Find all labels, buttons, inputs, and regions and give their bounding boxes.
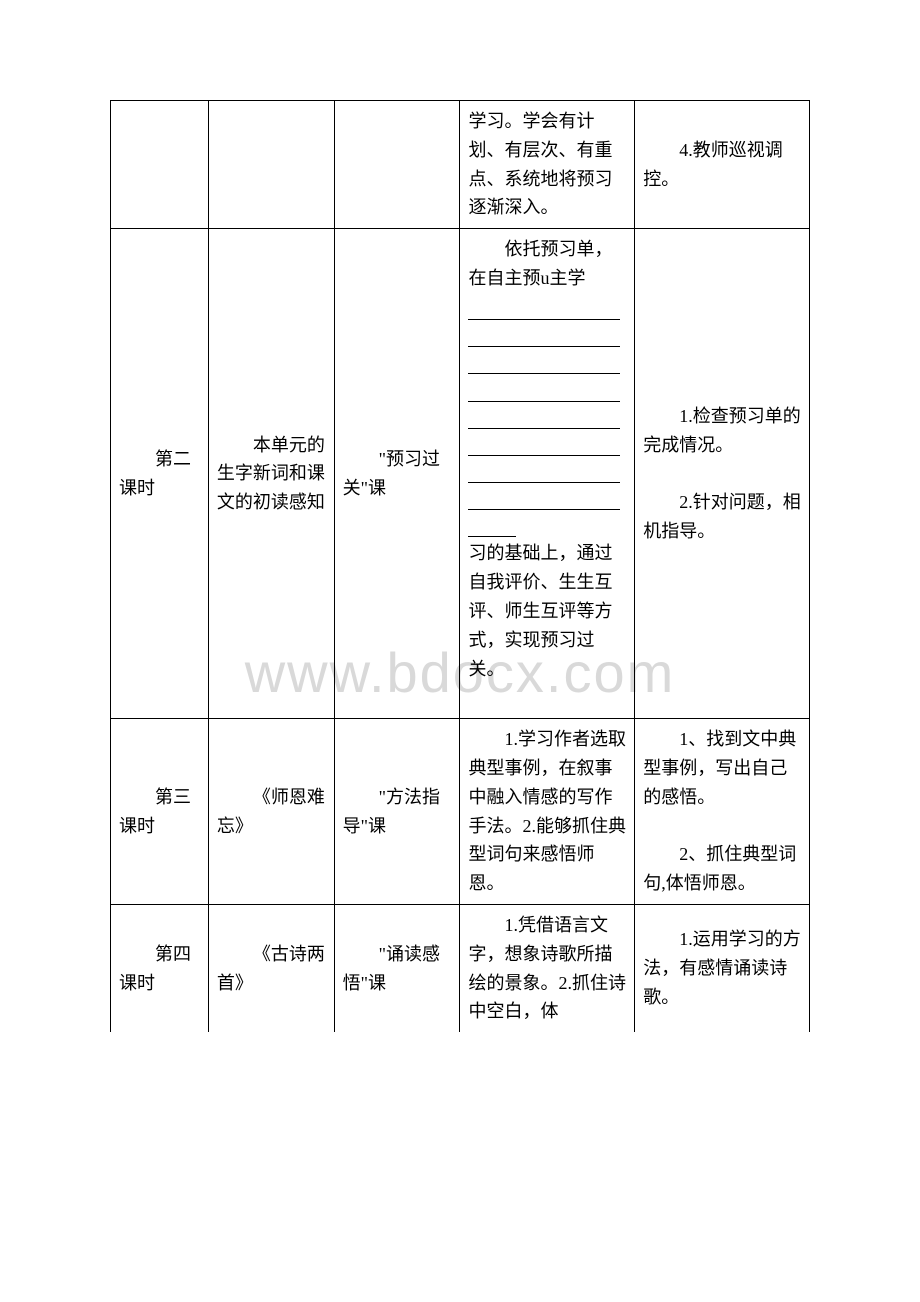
table-row: 第四课时 《古诗两首》 "诵读感悟"课 1.凭借语言文字，想象诗歌所描绘的景象。… <box>111 905 810 1033</box>
text: 学习。学会有计划、有层次、有重点、系统地将预习逐渐深入。 <box>468 107 626 222</box>
text: 1.运用学习的方法，有感情诵读诗歌。 <box>643 925 801 1011</box>
cell-goal: 学习。学会有计划、有层次、有重点、系统地将预习逐渐深入。 <box>460 101 635 229</box>
cell-activity: 1.运用学习的方法，有感情诵读诗歌。 <box>635 905 810 1033</box>
spacer <box>643 459 801 488</box>
cell-content: 本单元的生字新词和课文的初读感知 <box>208 229 334 719</box>
text: 《师恩难忘》 <box>217 783 326 841</box>
cell-type: "方法指导"课 <box>334 719 460 905</box>
cell-goal: 1.凭借语言文字，想象诗歌所描绘的景象。2.抓住诗中空白，体 <box>460 905 635 1033</box>
text: 第四课时 <box>119 940 200 998</box>
document-content: 学习。学会有计划、有层次、有重点、系统地将预习逐渐深入。 4.教师巡视调控。 第… <box>110 100 810 1032</box>
table-row: 学习。学会有计划、有层次、有重点、系统地将预习逐渐深入。 4.教师巡视调控。 <box>111 101 810 229</box>
cell-goal: 1.学习作者选取典型事例，在叙事中融入情感的写作手法。2.能够抓住典型词句来感悟… <box>460 719 635 905</box>
spacer <box>468 683 626 712</box>
cell-content <box>208 101 334 229</box>
cell-type <box>334 101 460 229</box>
lesson-plan-table: 学习。学会有计划、有层次、有重点、系统地将预习逐渐深入。 4.教师巡视调控。 第… <box>110 100 810 1032</box>
text: 依托预习单，在自主预u主学 <box>468 235 626 293</box>
cell-type: "诵读感悟"课 <box>334 905 460 1033</box>
spacer <box>643 812 801 841</box>
cell-lesson <box>111 101 209 229</box>
text: 2、抓住典型词句,体悟师恩。 <box>643 840 801 898</box>
table-row: 第二课时 本单元的生字新词和课文的初读感知 "预习过关"课 依托预习单，在自主预… <box>111 229 810 719</box>
cell-lesson: 第三课时 <box>111 719 209 905</box>
cell-lesson: 第四课时 <box>111 905 209 1033</box>
cell-content: 《古诗两首》 <box>208 905 334 1033</box>
cell-goal: 依托预习单，在自主预u主学 习的基础上，通过自我评价、 <box>460 229 635 719</box>
cell-activity: 1、找到文中典型事例，写出自己的感悟。 2、抓住典型词句,体悟师恩。 <box>635 719 810 905</box>
cell-activity: 1.检查预习单的完成情况。 2.针对问题，相机指导。 <box>635 229 810 719</box>
text: 《古诗两首》 <box>217 940 326 998</box>
text: "诵读感悟"课 <box>343 940 452 998</box>
text: 习的基础上，通过自我评价、生生互评、师生互评等方式，实现预习过关。 <box>468 539 626 683</box>
text: "预习过关"课 <box>343 445 452 503</box>
cell-content: 《师恩难忘》 <box>208 719 334 905</box>
text: 2.针对问题，相机指导。 <box>643 488 801 546</box>
text: 本单元的生字新词和课文的初读感知 <box>217 431 326 517</box>
text: 1.学习作者选取典型事例，在叙事中融入情感的写作手法。2.能够抓住典型词句来感悟… <box>468 725 626 898</box>
text: 1.凭借语言文字，想象诗歌所描绘的景象。2.抓住诗中空白，体 <box>468 911 626 1026</box>
blank-lines <box>468 295 626 538</box>
cell-type: "预习过关"课 <box>334 229 460 719</box>
text: 1.检查预习单的完成情况。 <box>643 402 801 460</box>
text: 1、找到文中典型事例，写出自己的感悟。 <box>643 725 801 811</box>
cell-activity: 4.教师巡视调控。 <box>635 101 810 229</box>
text: 第二课时 <box>119 445 200 503</box>
text: 4.教师巡视调控。 <box>643 136 801 194</box>
text: 第三课时 <box>119 783 200 841</box>
cell-lesson: 第二课时 <box>111 229 209 719</box>
table-row: 第三课时 《师恩难忘》 "方法指导"课 1.学习作者选取典型事例，在叙事中融入情… <box>111 719 810 905</box>
text: "方法指导"课 <box>343 783 452 841</box>
